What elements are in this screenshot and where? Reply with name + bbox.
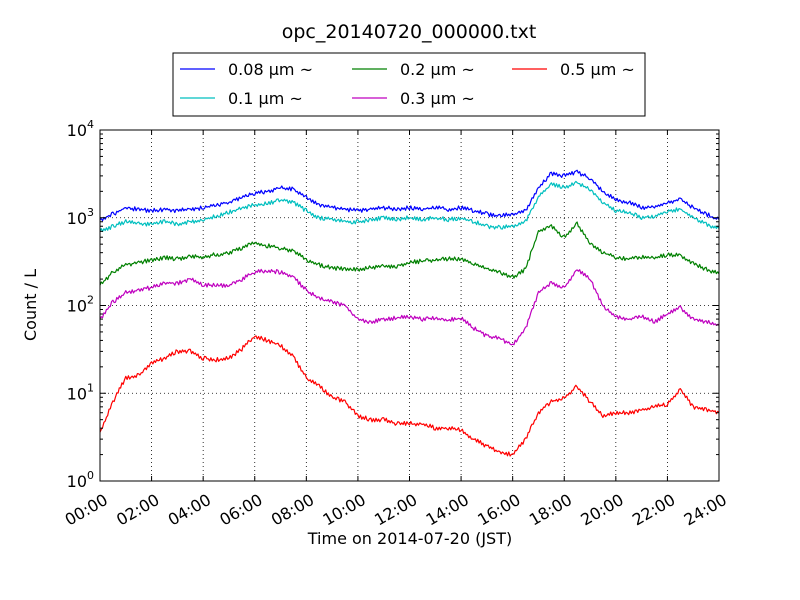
chart-title: opc_20140720_000000.txt: [282, 21, 537, 43]
y-axis-label: Count / L: [21, 269, 40, 341]
y-tick-labels: 100 101 102 103 104: [67, 118, 94, 491]
legend: 0.08 μm ~ 0.1 μm ~ 0.2 μm ~ 0.3 μm ~ 0.5 μm …: [172, 52, 646, 117]
ticks: [99, 129, 720, 482]
legend-label: 0.3 μm ~: [400, 89, 475, 108]
y-tick-label: 104: [67, 118, 94, 140]
series-line: [99, 221, 720, 286]
series-line: [99, 169, 720, 222]
legend-label: 0.5 μm ~: [560, 60, 635, 79]
y-tick-label: 102: [67, 294, 94, 316]
legend-frame: [172, 52, 646, 117]
legend-label: 0.08 μm ~: [228, 60, 313, 79]
x-axis-label: Time on 2014-07-20 (JST): [307, 529, 512, 548]
y-tick-label: 101: [67, 381, 94, 403]
series-line: [99, 180, 720, 233]
legend-label: 0.1 μm ~: [228, 89, 303, 108]
series-line: [99, 268, 720, 346]
legend-label: 0.2 μm ~: [400, 60, 475, 79]
y-tick-label: 100: [67, 469, 94, 491]
series-layer: [99, 169, 720, 457]
grid: [100, 130, 719, 481]
series-line: [99, 335, 720, 457]
y-tick-label: 103: [67, 206, 94, 228]
